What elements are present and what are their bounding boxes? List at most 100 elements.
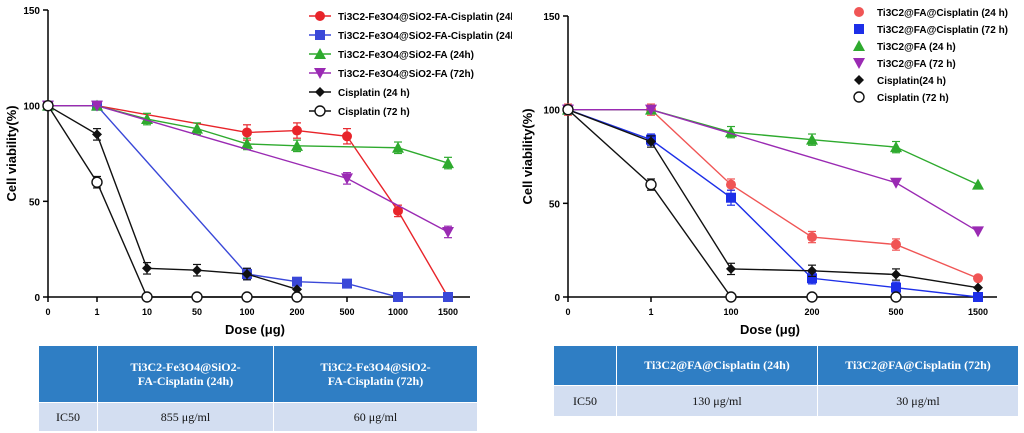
marker-diamond [315,87,325,97]
series-line [568,108,979,279]
legend-item: Ti3C2-Fe3O4@SiO2-FA (72h) [309,68,474,80]
marker-triangle-down [645,104,657,116]
legend-label: Cisplatin(24 h) [877,76,946,87]
marker-square [315,30,325,40]
series-open-circle [42,99,303,303]
legend-item: Cisplatin (72 h) [853,91,949,104]
legend-item: Ti3C2@FA@Cisplatin (24 h) [854,7,1008,19]
legend-label: Ti3C2-Fe3O4@SiO2-FA-Cisplatin (24h) [338,31,512,42]
marker-open-circle [645,178,657,191]
legend-label: Ti3C2@FA (24 h) [877,42,956,53]
marker-triangle [191,122,203,134]
marker-square [807,273,817,284]
marker-diamond [726,263,736,274]
marker-triangle [392,141,404,153]
marker-triangle [972,178,984,190]
legend-item: Ti3C2@FA (72 h) [853,58,956,70]
ic50-label: IC50 [38,402,98,432]
marker-circle [292,125,302,136]
x-tick-label: 1500 [438,307,458,317]
marker-triangle [442,157,454,169]
table-header-24h: Ti3C2@FA@Cisplatin (24h) [616,345,818,386]
marker-circle [242,127,252,138]
marker-open-circle [191,291,203,303]
y-tick-label: 50 [29,197,41,208]
y-tick-label: 50 [549,199,561,210]
legend-item: Cisplatin(24 h) [854,75,946,87]
legend-item: Ti3C2-Fe3O4@SiO2-FA (24h) [309,48,474,61]
marker-triangle [291,139,303,151]
marker-circle [726,179,736,190]
marker-square [891,282,901,293]
y-axis-label: Cell viability(%) [4,105,19,201]
marker-circle [807,232,817,243]
y-tick-label: 100 [543,106,560,117]
ic50-table-right: Ti3C2@FA@Cisplatin (24h) Ti3C2@FA@Cispla… [553,345,1019,417]
marker-open-circle [241,291,253,303]
series-diamond [563,104,983,293]
y-tick-label: 0 [554,293,560,304]
legend-item: Ti3C2-Fe3O4@SiO2-FA-Cisplatin (24h) [309,30,512,42]
marker-diamond [292,284,302,295]
marker-triangle [241,137,253,149]
marker-circle [342,131,352,142]
marker-triangle-down [853,58,865,69]
marker-square [393,292,403,302]
series-line [47,105,298,291]
marker-open-circle [314,105,326,117]
series-line [48,104,449,233]
ic50-value-72h: 30 μg/ml [817,385,1019,417]
marker-triangle-down [972,226,984,238]
marker-triangle [853,40,865,51]
marker-diamond [192,265,202,276]
marker-open-circle [42,99,54,112]
marker-triangle [890,141,902,153]
table-header-24h: Ti3C2-Fe3O4@SiO2-FA-Cisplatin (24h) [97,345,274,403]
legend-label: Cisplatin (72 h) [338,107,410,118]
marker-diamond [92,129,102,140]
marker-triangle-down [341,173,353,185]
marker-diamond [242,269,252,280]
ic50-value-72h: 60 μg/ml [273,402,478,432]
marker-triangle-down [91,100,103,112]
marker-circle [315,11,325,21]
series-open-circle [562,103,902,303]
marker-open-circle [91,176,103,188]
marker-open-circle [562,103,574,116]
marker-square [443,292,453,302]
y-axis-label: Cell viability(%) [520,108,535,204]
series-square [563,104,983,302]
x-tick-label: 0 [565,307,570,317]
marker-square [854,24,864,34]
table-header-72h: Ti3C2@FA@Cisplatin (72h) [817,345,1019,386]
marker-open-circle [291,291,303,303]
marker-open-circle [890,291,902,303]
marker-triangle-down [890,177,902,189]
marker-triangle [314,48,326,59]
series-line [568,108,979,233]
series-line [568,108,979,186]
y-tick-label: 100 [23,102,40,113]
x-tick-label: 1000 [388,307,408,317]
x-tick-label: 200 [804,307,819,317]
x-tick-label: 500 [339,307,354,317]
legend-label: Cisplatin (24 h) [338,88,410,99]
y-tick-label: 150 [543,12,560,23]
series-line [567,109,979,298]
marker-diamond [142,263,152,274]
marker-triangle-down [314,68,326,79]
legend-label: Ti3C2@FA@Cisplatin (72 h) [877,25,1008,36]
marker-diamond [891,269,901,280]
x-axis-label: Dose (μg) [740,322,800,337]
series-line [567,109,979,289]
marker-open-circle [141,291,153,303]
marker-circle [973,273,983,284]
x-tick-label: 500 [888,307,903,317]
ic50-table-left: Ti3C2-Fe3O4@SiO2-FA-Cisplatin (24h) Ti3C… [38,345,478,432]
legend-label: Cisplatin (72 h) [877,93,949,104]
y-tick-label: 150 [23,6,40,17]
marker-square [726,192,736,203]
series-line [47,105,297,298]
